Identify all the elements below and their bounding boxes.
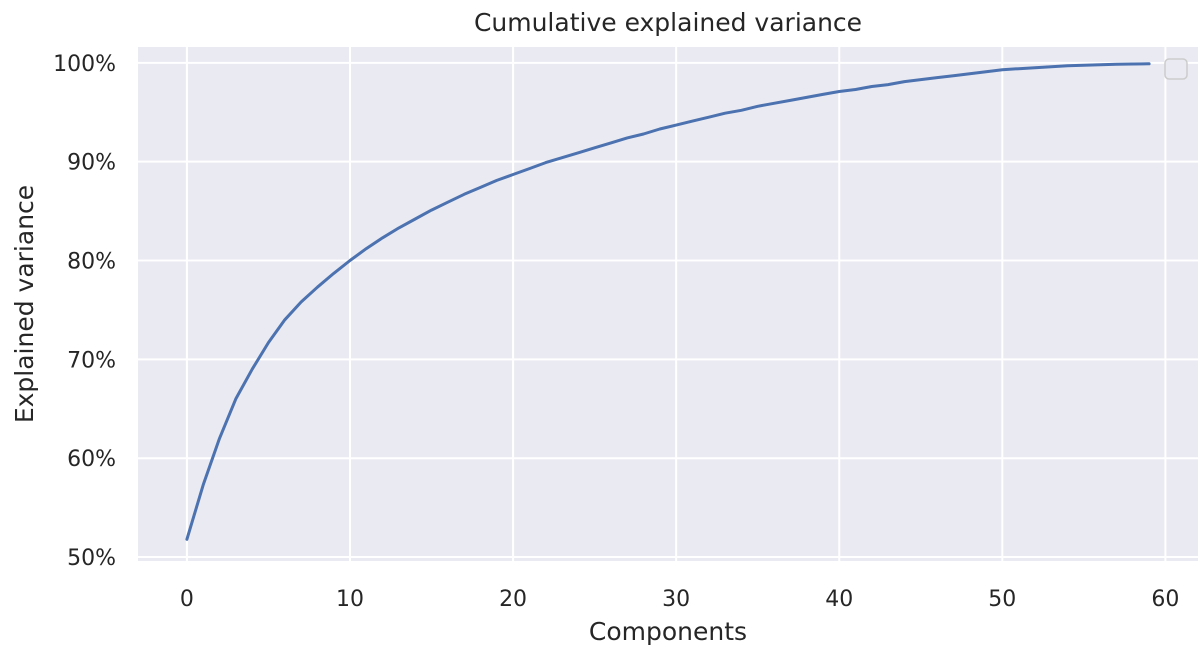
chart-title: Cumulative explained variance bbox=[474, 8, 862, 37]
x-tick-label: 50 bbox=[988, 587, 1016, 612]
x-tick-label: 40 bbox=[825, 587, 853, 612]
x-axis-ticks: 0 10 20 30 40 50 60 bbox=[180, 587, 1179, 612]
x-tick-label: 30 bbox=[662, 587, 690, 612]
y-tick-label: 50% bbox=[67, 546, 116, 571]
y-tick-label: 80% bbox=[67, 250, 116, 275]
y-axis-ticks: 50% 60% 70% 80% 90% 100% bbox=[53, 52, 116, 571]
legend-box bbox=[1164, 58, 1188, 80]
plot-area bbox=[138, 47, 1198, 561]
y-tick-label: 90% bbox=[67, 151, 116, 176]
grid-lines bbox=[138, 47, 1198, 561]
x-tick-label: 20 bbox=[499, 587, 527, 612]
x-axis-label: Components bbox=[589, 617, 747, 646]
x-tick-label: 10 bbox=[336, 587, 364, 612]
series-line bbox=[185, 62, 1151, 541]
x-tick-label: 0 bbox=[180, 587, 194, 612]
y-tick-label: 70% bbox=[67, 348, 116, 373]
x-tick-label: 60 bbox=[1151, 587, 1179, 612]
y-tick-label: 100% bbox=[53, 52, 116, 77]
y-axis-label: Explained variance bbox=[10, 185, 39, 423]
y-tick-label: 60% bbox=[67, 447, 116, 472]
